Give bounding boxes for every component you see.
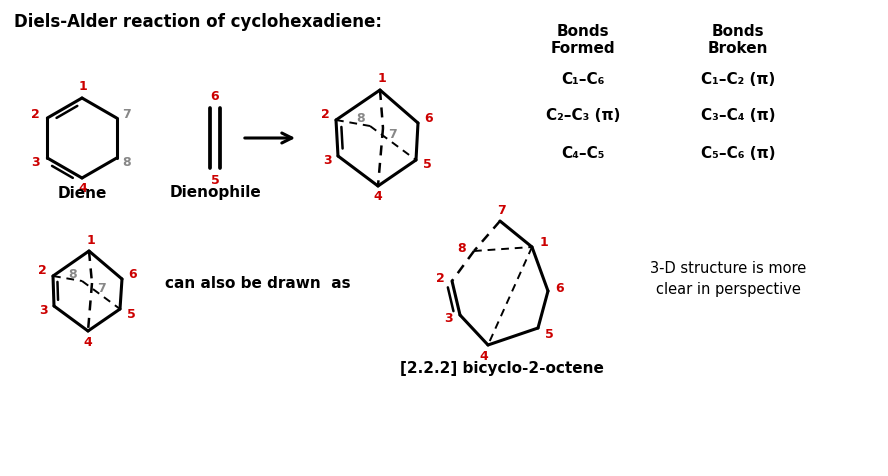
Text: 8: 8 xyxy=(457,241,466,255)
Text: C₄–C₅: C₄–C₅ xyxy=(561,147,605,161)
Text: 2: 2 xyxy=(321,109,329,121)
Text: Diene: Diene xyxy=(58,186,107,200)
Text: 2: 2 xyxy=(31,108,40,120)
Text: 3: 3 xyxy=(39,305,47,317)
Text: 4: 4 xyxy=(83,336,92,348)
Text: C₁–C₂ (π): C₁–C₂ (π) xyxy=(701,72,775,88)
Text: 8: 8 xyxy=(68,268,77,280)
Text: Bonds
Formed: Bonds Formed xyxy=(551,24,615,56)
Text: Diels-Alder reaction of cyclohexadiene:: Diels-Alder reaction of cyclohexadiene: xyxy=(14,13,382,31)
Text: C₁–C₆: C₁–C₆ xyxy=(561,72,605,88)
Text: 1: 1 xyxy=(87,235,95,248)
Text: 3: 3 xyxy=(444,313,452,326)
Text: 4: 4 xyxy=(374,190,383,204)
Text: 5: 5 xyxy=(127,307,135,320)
Text: Dienophile: Dienophile xyxy=(169,186,261,200)
Text: 7: 7 xyxy=(388,128,396,140)
Text: 5: 5 xyxy=(544,327,553,340)
Text: can also be drawn  as: can also be drawn as xyxy=(165,276,351,290)
Text: 4: 4 xyxy=(480,350,488,364)
Text: 6: 6 xyxy=(210,89,219,102)
Text: 5: 5 xyxy=(423,159,432,171)
Text: 3: 3 xyxy=(31,156,40,169)
Text: 1: 1 xyxy=(79,80,87,93)
Text: 2: 2 xyxy=(37,265,46,278)
Text: 8: 8 xyxy=(123,156,131,169)
Text: 3-D structure is more
clear in perspective: 3-D structure is more clear in perspecti… xyxy=(650,261,806,297)
Text: 1: 1 xyxy=(377,72,386,86)
Text: 7: 7 xyxy=(496,204,505,217)
Text: C₅–C₆ (π): C₅–C₆ (π) xyxy=(701,147,775,161)
Text: 6: 6 xyxy=(129,268,138,280)
Text: 4: 4 xyxy=(79,182,87,196)
Text: 3: 3 xyxy=(322,155,331,168)
Text: 2: 2 xyxy=(436,271,444,285)
Text: 1: 1 xyxy=(540,237,549,249)
Text: 8: 8 xyxy=(357,112,365,126)
Text: 6: 6 xyxy=(424,111,433,125)
Text: 7: 7 xyxy=(123,108,131,120)
Text: C₂–C₃ (π): C₂–C₃ (π) xyxy=(546,109,620,123)
Text: C₃–C₄ (π): C₃–C₄ (π) xyxy=(701,109,775,123)
Text: [2.2.2] bicyclo-2-octene: [2.2.2] bicyclo-2-octene xyxy=(400,361,604,377)
Text: Bonds
Broken: Bonds Broken xyxy=(708,24,768,56)
Text: 7: 7 xyxy=(97,282,106,296)
Text: 5: 5 xyxy=(210,173,219,187)
Text: 6: 6 xyxy=(556,282,564,296)
